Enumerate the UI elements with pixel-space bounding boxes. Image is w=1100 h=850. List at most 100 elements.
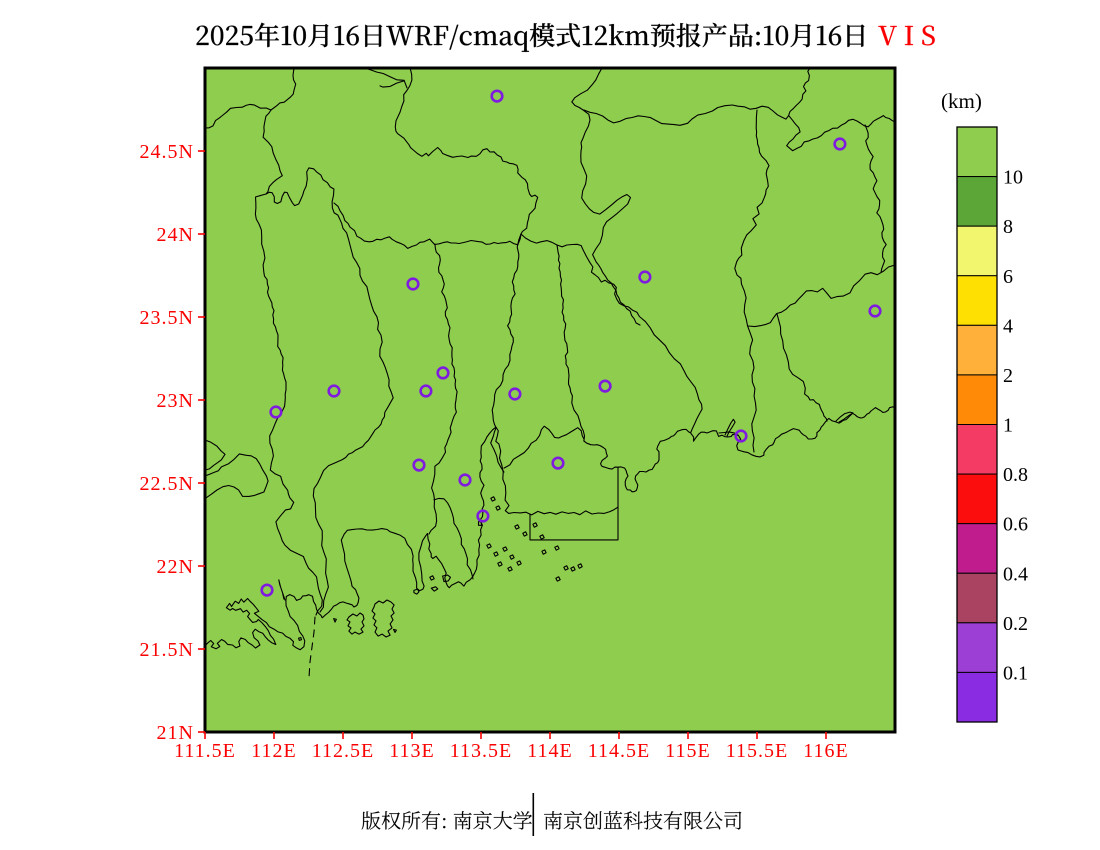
island <box>563 565 569 571</box>
colorbar-segment <box>956 572 998 624</box>
admin-boundary <box>556 244 586 442</box>
island <box>541 549 547 555</box>
coastline <box>204 426 619 651</box>
admin-boundary <box>428 243 458 535</box>
island <box>371 599 395 638</box>
station-marker <box>436 366 450 380</box>
title-variable-text <box>878 25 935 46</box>
station-markers <box>260 89 882 597</box>
admin-boundary <box>503 425 585 469</box>
colorbar-segment <box>956 126 998 178</box>
island <box>346 612 365 635</box>
y-tick-label: 23.5N <box>140 307 194 329</box>
station-marker <box>508 387 522 401</box>
island <box>539 534 545 540</box>
admin-boundary <box>204 439 226 471</box>
map-background <box>205 68 895 732</box>
colorbar-segment <box>956 275 998 326</box>
admin-boundary <box>583 67 811 126</box>
station-marker <box>598 379 612 393</box>
colorbar-segment <box>956 225 998 277</box>
admin-boundary <box>364 67 408 89</box>
colorbar-tick-label: 0.4 <box>1003 563 1028 585</box>
y-tick-label: 22N <box>157 556 194 578</box>
colorbar-tick-label: 8 <box>1003 216 1013 238</box>
colorbar: (km) 10 8 6 4 2 1 0.8 0.6 0.4 0.2 0.1 <box>941 89 1028 723</box>
station-marker <box>406 277 420 291</box>
island <box>493 551 499 557</box>
station-marker <box>412 458 426 472</box>
colorbar-tick-label: 1 <box>1003 415 1013 437</box>
colorbar-segment <box>956 473 998 525</box>
x-tick-label: 111.5E <box>174 740 236 762</box>
y-tick-label: 24.5N <box>140 141 194 163</box>
footer <box>361 793 742 836</box>
admin-boundary <box>262 109 283 195</box>
island <box>554 545 560 551</box>
coastal-feature <box>278 579 286 601</box>
colorbar-segments <box>956 126 998 723</box>
admin-boundary <box>776 313 828 422</box>
station-marker <box>419 384 433 398</box>
coastal-feature <box>724 418 736 437</box>
island <box>509 554 515 560</box>
station-marker <box>833 137 847 151</box>
station-marker <box>327 384 341 398</box>
island <box>413 588 420 595</box>
map-boundaries <box>204 67 896 677</box>
admin-boundary <box>333 202 522 249</box>
station-marker <box>868 304 882 318</box>
y-tick-label: 21N <box>157 722 194 744</box>
colorbar-border <box>956 126 998 723</box>
island <box>555 576 561 582</box>
station-marker <box>734 429 748 443</box>
admin-boundary <box>433 497 474 580</box>
x-tick-label: 113E <box>389 740 434 762</box>
station-marker <box>551 456 565 470</box>
x-tick-label: 112E <box>251 740 296 762</box>
colorbar-tick-label: 4 <box>1003 315 1013 337</box>
region-box <box>529 466 619 541</box>
footer-right-text <box>543 810 742 830</box>
admin-boundary <box>270 67 297 111</box>
island <box>442 574 452 583</box>
title-main-text <box>196 22 865 52</box>
admin-boundary <box>490 233 522 473</box>
admin-boundary <box>864 124 887 273</box>
dashed-boundary <box>308 616 316 677</box>
station-marker <box>490 89 504 103</box>
colorbar-segment <box>956 374 998 425</box>
y-tick-label: 24N <box>157 224 194 246</box>
colorbar-segment <box>956 671 998 723</box>
colorbar-segment <box>956 523 998 574</box>
island <box>392 628 397 633</box>
coastal-feature <box>835 411 854 423</box>
colorbar-units-label: (km) <box>941 89 982 113</box>
x-tick-label: 114.5E <box>588 740 650 762</box>
admin-boundary <box>747 264 896 328</box>
x-tick-label: 115.5E <box>726 740 788 762</box>
colorbar-segment <box>956 176 998 227</box>
island <box>429 575 435 581</box>
admin-boundary <box>265 167 394 613</box>
station-marker <box>638 270 652 284</box>
colorbar-labels: 10 8 6 4 2 1 0.8 0.6 0.4 0.2 0.1 <box>1003 167 1028 685</box>
island <box>298 636 303 641</box>
island <box>522 531 528 537</box>
colorbar-tick-label: 2 <box>1003 365 1013 387</box>
axis-ticks <box>198 150 827 739</box>
island <box>502 546 508 552</box>
x-tick-label: 112.5E <box>312 740 374 762</box>
island <box>490 496 496 502</box>
colorbar-tick-label: 10 <box>1003 167 1023 189</box>
x-tick-label: 116E <box>803 740 848 762</box>
colorbar-segment <box>956 424 998 475</box>
island <box>495 505 501 511</box>
footer-separator-bar <box>532 793 535 836</box>
island <box>430 586 439 592</box>
station-marker <box>458 473 472 487</box>
x-tick-label: 113.5E <box>450 740 512 762</box>
y-tick-label: 23N <box>157 390 194 412</box>
